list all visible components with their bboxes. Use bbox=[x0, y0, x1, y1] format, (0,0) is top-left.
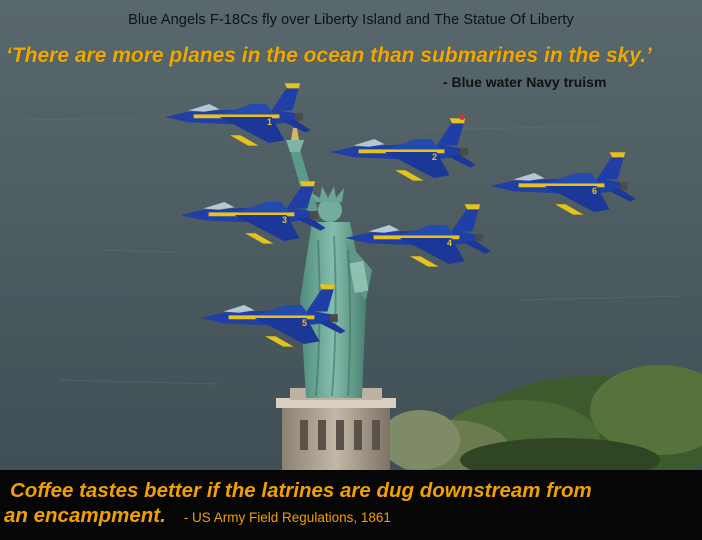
jet-number: 3 bbox=[282, 215, 287, 225]
bottom-quote-line-2: an encampment. bbox=[4, 504, 166, 527]
top-quote-attribution: - Blue water Navy truism bbox=[443, 74, 607, 90]
bottom-band bbox=[0, 470, 702, 540]
top-quote: ‘There are more planes in the ocean than… bbox=[6, 44, 652, 67]
statue-of-liberty bbox=[286, 128, 372, 398]
bottom-quote: Coffee tastes better if the latrines are… bbox=[4, 478, 700, 530]
image-caption: Blue Angels F-18Cs fly over Liberty Isla… bbox=[128, 12, 574, 28]
bottom-quote-line-1: Coffee tastes better if the latrines are… bbox=[10, 479, 592, 502]
jet-number: 1 bbox=[267, 117, 272, 127]
jet-number: 5 bbox=[302, 318, 307, 328]
bottom-quote-attribution: - US Army Field Regulations, 1861 bbox=[183, 510, 391, 525]
pedestal bbox=[276, 388, 396, 470]
trees bbox=[380, 365, 702, 485]
jet-number: 6 bbox=[592, 186, 597, 196]
jet-number: 4 bbox=[447, 238, 452, 248]
jet-number: 2 bbox=[432, 152, 437, 162]
